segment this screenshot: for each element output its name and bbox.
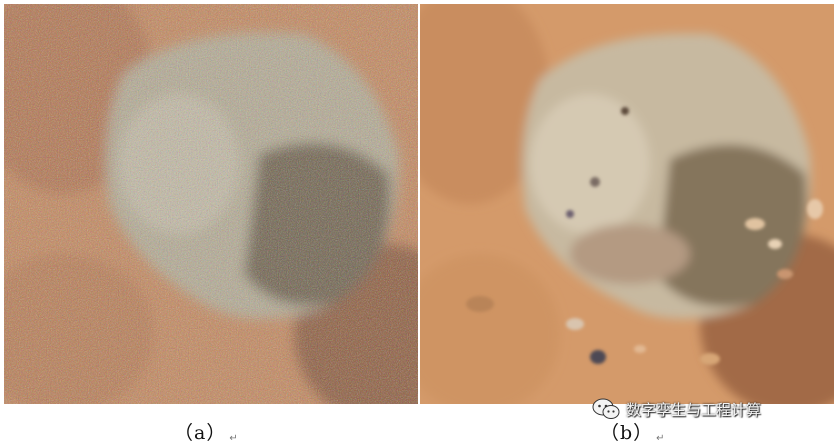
rock-photo-denoised xyxy=(420,4,834,404)
return-mark: ↵ xyxy=(229,433,238,444)
rock-photo-noisy xyxy=(4,4,418,404)
caption-a: （a） ↵ xyxy=(174,418,239,445)
photo-panel-b xyxy=(420,4,834,404)
wechat-icon xyxy=(592,398,620,420)
return-mark: ↵ xyxy=(656,433,665,444)
photo-panel-a xyxy=(4,4,418,404)
caption-b: （b） ↵ xyxy=(600,418,666,445)
watermark: 数字孪生与工程计算 xyxy=(592,398,761,420)
watermark-text: 数字孪生与工程计算 xyxy=(626,399,761,420)
